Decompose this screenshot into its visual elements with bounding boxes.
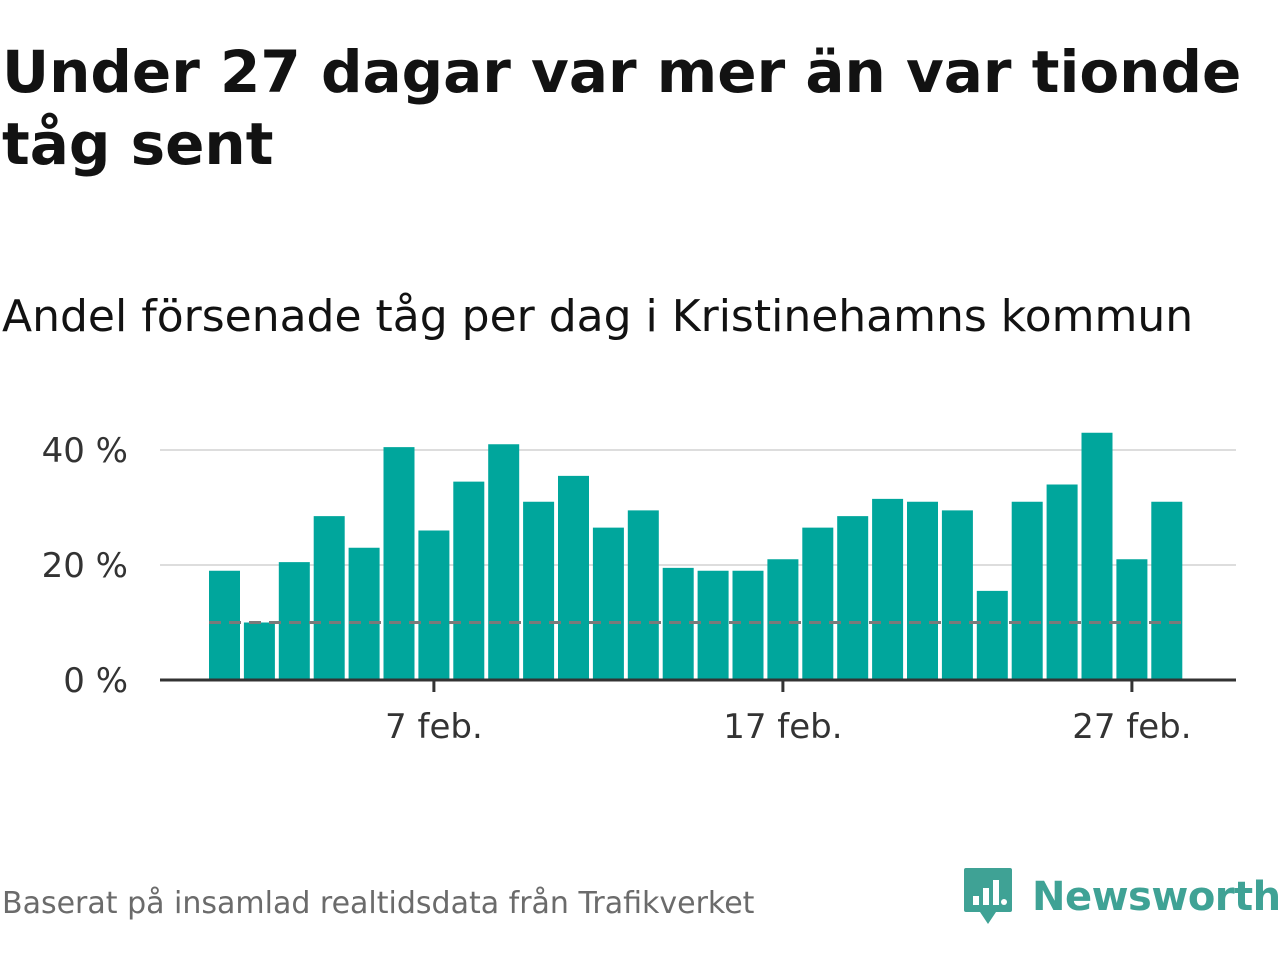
bar xyxy=(592,527,624,680)
source-note: Baserat på insamlad realtidsdata från Tr… xyxy=(2,886,755,921)
bar xyxy=(488,444,520,680)
bar xyxy=(1046,484,1078,680)
chart-title: Under 27 dagar var mer än var tionde tåg… xyxy=(2,38,1242,178)
bar xyxy=(697,570,729,680)
bar xyxy=(453,481,485,680)
chart-subtitle: Andel försenade tåg per dag i Kristineha… xyxy=(2,291,1194,342)
bar xyxy=(767,559,799,680)
bar xyxy=(243,622,275,680)
bar xyxy=(523,501,555,680)
bar xyxy=(1011,501,1043,680)
bar xyxy=(418,530,450,680)
bar xyxy=(1116,559,1148,680)
bar xyxy=(976,590,1008,680)
bar xyxy=(313,516,345,680)
y-tick-label: 20 % xyxy=(42,546,128,586)
bar xyxy=(872,498,904,680)
newsworthy-logo-icon xyxy=(964,868,1012,924)
bar xyxy=(802,527,834,680)
bar xyxy=(837,516,869,680)
y-tick-label: 0 % xyxy=(63,661,128,701)
bar xyxy=(558,475,589,680)
bar-chart: 0 % 20 % 40 % 7 feb. 17 feb. 27 feb. xyxy=(42,431,1236,747)
bar xyxy=(941,510,973,680)
bar xyxy=(348,547,380,680)
x-tick-label: 17 feb. xyxy=(723,707,842,747)
x-tick-label: 7 feb. xyxy=(385,707,483,747)
bar xyxy=(1151,501,1183,680)
bar xyxy=(627,510,659,680)
bar xyxy=(383,447,415,680)
brand-logo: Newsworthy xyxy=(962,862,1280,932)
bar xyxy=(907,501,938,680)
x-tick-label: 27 feb. xyxy=(1072,707,1191,747)
y-tick-label: 40 % xyxy=(42,431,128,471)
brand-name: Newsworthy xyxy=(1032,874,1280,920)
bar xyxy=(1081,432,1113,680)
bar xyxy=(209,570,240,680)
bar xyxy=(732,570,764,680)
